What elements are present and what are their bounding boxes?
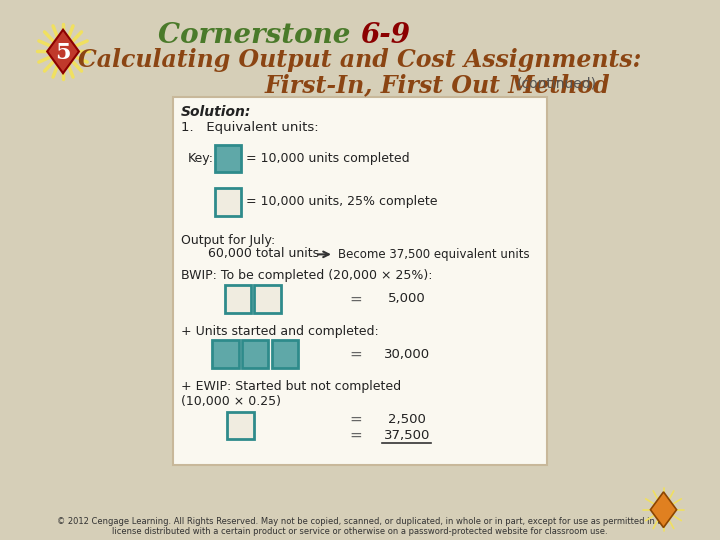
Text: First-In, First Out Method: First-In, First Out Method	[265, 73, 611, 97]
FancyBboxPatch shape	[212, 341, 238, 368]
Text: 1.   Equivalent units:: 1. Equivalent units:	[181, 121, 318, 134]
Text: =: =	[349, 412, 361, 427]
Text: + Units started and completed:: + Units started and completed:	[181, 325, 379, 338]
Text: 30,000: 30,000	[384, 348, 430, 361]
FancyBboxPatch shape	[225, 285, 251, 313]
Text: Key:: Key:	[187, 152, 213, 165]
FancyBboxPatch shape	[215, 188, 241, 216]
FancyBboxPatch shape	[215, 145, 241, 172]
Polygon shape	[650, 492, 677, 528]
FancyBboxPatch shape	[254, 285, 281, 313]
Text: =: =	[349, 347, 361, 362]
Text: =: =	[349, 292, 361, 306]
Text: (continued): (continued)	[517, 76, 597, 90]
FancyBboxPatch shape	[174, 97, 546, 465]
Text: Calculating Output and Cost Assignments:: Calculating Output and Cost Assignments:	[78, 48, 642, 71]
Text: 60,000 total units: 60,000 total units	[192, 247, 319, 260]
Text: 5,000: 5,000	[388, 292, 426, 306]
Text: Output for July:: Output for July:	[181, 234, 275, 247]
Text: =: =	[349, 428, 361, 443]
Text: © 2012 Cengage Learning. All Rights Reserved. May not be copied, scanned, or dup: © 2012 Cengage Learning. All Rights Rese…	[57, 517, 663, 536]
Text: Become 37,500 equivalent units: Become 37,500 equivalent units	[338, 248, 529, 261]
Text: BWIP: To be completed (20,000 × 25%):: BWIP: To be completed (20,000 × 25%):	[181, 269, 432, 282]
Text: (10,000 × 0.25): (10,000 × 0.25)	[181, 395, 281, 408]
FancyBboxPatch shape	[243, 341, 269, 368]
Text: 37,500: 37,500	[384, 429, 430, 442]
Text: Solution:: Solution:	[181, 105, 251, 119]
Polygon shape	[47, 30, 79, 73]
Text: = 10,000 units, 25% complete: = 10,000 units, 25% complete	[246, 195, 438, 208]
Text: 5: 5	[55, 43, 71, 64]
FancyBboxPatch shape	[272, 341, 298, 368]
FancyBboxPatch shape	[228, 411, 253, 440]
Text: Cornerstone: Cornerstone	[158, 22, 360, 49]
Text: 2,500: 2,500	[388, 413, 426, 426]
Text: 6-9: 6-9	[360, 22, 410, 49]
Text: + EWIP: Started but not completed: + EWIP: Started but not completed	[181, 380, 401, 393]
Text: = 10,000 units completed: = 10,000 units completed	[246, 152, 410, 165]
